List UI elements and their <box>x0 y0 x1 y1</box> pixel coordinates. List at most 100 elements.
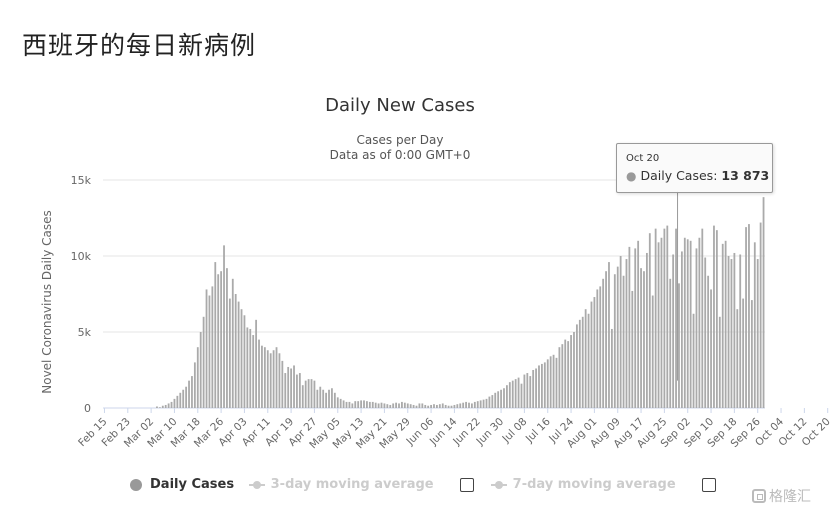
bar <box>488 396 491 408</box>
bar <box>406 403 409 408</box>
bar <box>307 379 310 408</box>
bar <box>263 347 266 408</box>
bar <box>354 401 357 408</box>
bar <box>164 404 167 408</box>
bar <box>176 395 179 408</box>
bar <box>701 228 704 408</box>
bar <box>456 404 459 408</box>
chart-subtitle-line: Data as of 0:00 GMT+0 <box>329 148 471 162</box>
bar <box>561 344 564 408</box>
bar <box>672 254 675 408</box>
bar <box>421 403 424 408</box>
bar <box>552 354 555 408</box>
bar <box>301 385 304 408</box>
y-tick-label: 0 <box>84 402 91 415</box>
bar <box>730 259 733 408</box>
bar <box>678 283 680 408</box>
bar <box>310 379 313 408</box>
bar <box>506 385 508 408</box>
bar <box>750 300 753 408</box>
bar <box>584 309 587 408</box>
logo-icon <box>752 489 766 503</box>
bar <box>412 404 415 408</box>
bar <box>567 341 570 408</box>
bar <box>686 239 689 408</box>
bar <box>625 259 628 408</box>
bar <box>491 395 494 408</box>
bar <box>471 403 473 408</box>
bar <box>357 401 360 408</box>
bar <box>211 286 214 408</box>
bar <box>284 373 287 408</box>
bar <box>640 268 642 408</box>
bar <box>511 380 514 408</box>
chart-legend: Daily Cases 3-day moving average 7-day m… <box>130 477 728 495</box>
bar <box>202 316 205 408</box>
bar <box>298 373 301 408</box>
bar <box>243 315 246 408</box>
bar <box>523 374 526 408</box>
bar <box>721 243 724 408</box>
bar <box>220 271 223 408</box>
bar <box>272 350 275 408</box>
bar <box>462 402 465 408</box>
bar <box>578 319 581 408</box>
bar <box>415 405 418 408</box>
bar <box>389 404 392 408</box>
bar <box>733 252 736 408</box>
bar <box>476 401 479 408</box>
legend-item-daily-cases[interactable]: Daily Cases <box>130 477 234 492</box>
bar <box>377 403 380 408</box>
tooltip-date: Oct 20 <box>626 153 660 164</box>
bar <box>710 289 712 408</box>
bar <box>199 332 202 408</box>
bar <box>231 278 234 408</box>
bar <box>616 266 619 408</box>
bar <box>596 289 599 408</box>
watermark-text: 格隆汇 <box>769 489 811 505</box>
bar <box>348 401 351 408</box>
tooltip-line: ● Daily Cases: 13 873 <box>626 168 770 183</box>
bar <box>514 379 517 408</box>
bar <box>663 228 666 408</box>
bar <box>214 262 217 408</box>
bar <box>683 237 686 408</box>
legend-item-3-day-average[interactable]: 3-day moving average <box>248 477 434 492</box>
bar <box>226 268 228 408</box>
bar <box>558 347 561 408</box>
bar <box>742 298 745 408</box>
bar <box>269 353 272 408</box>
y-tick-label: 5k <box>78 326 92 339</box>
bar <box>261 345 263 408</box>
bar <box>401 401 403 408</box>
y-tick-label: 10k <box>71 250 92 263</box>
bar <box>707 275 710 408</box>
3-day-average-checkbox[interactable] <box>460 477 475 492</box>
bar <box>637 240 640 408</box>
bar <box>497 391 500 408</box>
bar <box>196 347 199 408</box>
bar <box>161 405 164 408</box>
bar <box>380 402 383 408</box>
bar <box>698 237 701 408</box>
bar <box>395 402 397 408</box>
bar <box>158 407 161 408</box>
bar <box>605 271 607 408</box>
legend-item-7-day-average[interactable]: 7-day moving average <box>490 477 676 492</box>
7-day-average-checkbox[interactable] <box>702 477 717 492</box>
bar <box>293 365 295 408</box>
tooltip-value: 13 873 <box>721 168 770 183</box>
bar <box>328 389 330 408</box>
bar <box>657 242 660 408</box>
bar <box>468 402 470 408</box>
bar <box>587 313 590 408</box>
bar <box>246 327 249 408</box>
bar <box>217 274 220 408</box>
bar <box>252 335 255 408</box>
bar <box>517 377 520 408</box>
bar <box>599 286 602 408</box>
bar <box>613 274 616 408</box>
chart-title: Daily New Cases <box>325 95 475 116</box>
chart-tooltip: Oct 20 ● Daily Cases: 13 873 <box>616 143 773 193</box>
bar <box>342 400 345 408</box>
